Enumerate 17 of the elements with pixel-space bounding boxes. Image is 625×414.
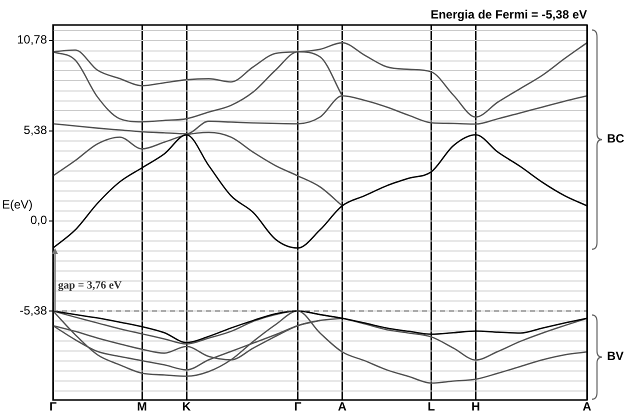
x-tick-label: K [182,400,192,414]
text: BV [607,349,624,364]
x-tick-label: Γ [294,400,302,414]
chart-title: Energia de Fermi = -5,38 eV [430,7,587,22]
text: BC [607,132,625,146]
y-axis-title: E(eV) [2,197,33,212]
annotation: gap = 3,76 eV [58,279,122,292]
x-tick-label: A [338,400,347,414]
y-tick-label: 0,0 [30,213,48,228]
x-tick-label: L [428,400,435,414]
x-tick-label: M [137,400,147,414]
y-tick-label: 5,38 [24,123,48,138]
y-tick-label: -5,38 [20,303,48,318]
x-tick-label: Γ [49,400,58,414]
x-tick-label: H [471,400,480,414]
y-tick-label: 10,78 [16,32,48,47]
x-tick-label: A [582,400,592,414]
